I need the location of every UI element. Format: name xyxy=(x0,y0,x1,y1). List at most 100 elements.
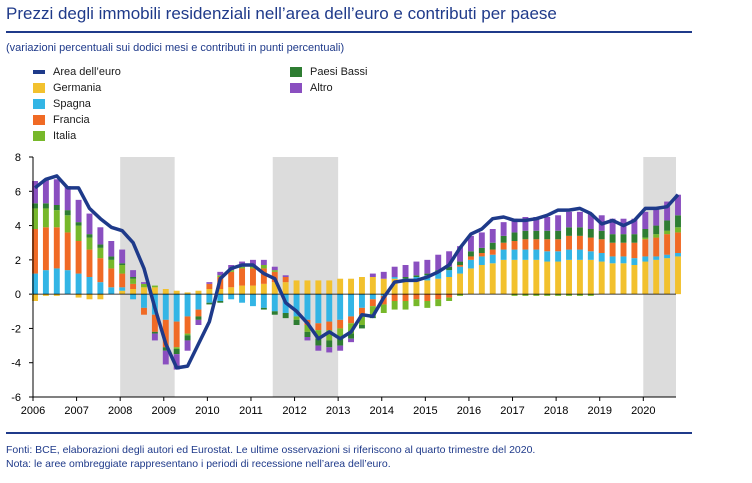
bar-francia xyxy=(337,319,344,329)
bar-francia xyxy=(64,232,71,271)
bar-spagna xyxy=(293,294,300,317)
bar-altro xyxy=(304,337,311,341)
bar-germania xyxy=(609,263,616,295)
x-tick-label: 2009 xyxy=(152,405,176,417)
bar-germania xyxy=(239,285,246,295)
bar-francia xyxy=(260,268,267,284)
bar-paesi-bassi xyxy=(184,335,191,341)
bar-italia xyxy=(228,270,235,272)
bar-altro xyxy=(348,338,355,343)
chart-subtitle: (variazioni percentuali sui dodici mesi … xyxy=(6,42,345,54)
bar-italia xyxy=(380,304,387,313)
bar-italia xyxy=(391,301,398,310)
bar-altro xyxy=(173,354,180,370)
bar-spagna xyxy=(446,270,453,277)
bar-spagna xyxy=(620,256,627,264)
bar-spagna xyxy=(598,253,605,262)
bar-paesi-bassi xyxy=(162,347,169,351)
bar-spagna xyxy=(162,294,169,320)
bar-germania xyxy=(119,290,126,295)
bar-francia xyxy=(173,321,180,348)
bar-italia xyxy=(304,325,311,332)
bar-altro xyxy=(500,222,507,236)
bar-germania xyxy=(500,259,507,295)
legend-label-francia: Francia xyxy=(53,114,90,126)
x-tick-label: 2007 xyxy=(64,405,88,417)
bar-italia xyxy=(369,306,376,317)
bar-altro xyxy=(587,213,594,229)
bar-germania xyxy=(369,277,376,295)
legend-item-paesi-bassi: Paesi Bassi xyxy=(290,66,367,78)
bar-altro xyxy=(413,261,420,276)
y-tick-label: -2 xyxy=(11,323,21,335)
bar-spagna xyxy=(489,254,496,264)
bar-italia xyxy=(566,294,572,296)
bar-spagna xyxy=(239,294,246,303)
bar-francia xyxy=(348,316,355,324)
bar-spagna xyxy=(32,273,38,295)
bar-spagna xyxy=(173,294,180,322)
bar-germania xyxy=(642,261,649,295)
x-tick-label: 2015 xyxy=(413,405,437,417)
bar-germania xyxy=(424,280,431,295)
legend-swatch-spagna xyxy=(33,99,45,109)
bar-italia xyxy=(293,316,300,320)
bar-germania xyxy=(380,278,387,295)
bar-francia xyxy=(435,294,442,300)
bar-francia xyxy=(522,239,529,250)
bar-paesi-bassi xyxy=(653,225,660,235)
legend-item-francia: Francia xyxy=(33,114,90,126)
bar-francia xyxy=(413,294,420,300)
bar-francia xyxy=(587,237,594,252)
legend-swatch-altro xyxy=(290,83,302,93)
bar-altro xyxy=(522,217,529,231)
bar-germania xyxy=(271,282,278,295)
bar-spagna xyxy=(217,294,224,301)
bar-francia xyxy=(609,242,616,257)
bar-germania xyxy=(467,268,474,295)
bar-altro xyxy=(675,194,681,216)
bar-spagna xyxy=(566,249,572,260)
bar-francia xyxy=(239,268,246,286)
bar-spagna xyxy=(457,266,463,274)
bar-paesi-bassi xyxy=(566,227,572,236)
y-tick-label: -4 xyxy=(11,358,21,370)
y-tick-label: 4 xyxy=(15,221,21,233)
bar-italia xyxy=(184,333,191,336)
bar-francia xyxy=(467,256,474,260)
legend-label-italia: Italia xyxy=(53,130,77,142)
bar-paesi-bassi xyxy=(664,220,671,231)
bar-italia xyxy=(315,330,322,339)
bar-spagna xyxy=(260,294,267,308)
bar-germania xyxy=(162,289,169,295)
bar-spagna xyxy=(544,251,551,262)
bar-spagna xyxy=(358,294,365,308)
bar-italia xyxy=(533,294,540,296)
bar-spagna xyxy=(675,253,681,257)
bar-francia xyxy=(141,307,147,315)
bar-francia xyxy=(511,241,518,250)
bar-spagna xyxy=(75,273,82,295)
bar-paesi-bassi xyxy=(86,234,93,238)
bar-germania xyxy=(97,294,104,300)
bar-francia xyxy=(86,249,93,277)
bar-francia xyxy=(402,294,409,301)
bar-francia xyxy=(250,268,256,286)
bar-paesi-bassi xyxy=(467,251,474,257)
bar-francia xyxy=(326,321,333,331)
bar-francia xyxy=(489,249,496,255)
bar-altro xyxy=(391,266,398,277)
bar-paesi-bassi xyxy=(457,261,463,265)
bar-germania xyxy=(184,292,191,295)
bar-altro xyxy=(576,211,583,228)
bar-francia xyxy=(162,319,169,348)
bar-spagna xyxy=(184,294,191,317)
bar-paesi-bassi xyxy=(478,247,485,253)
bar-germania xyxy=(435,278,442,295)
bar-paesi-bassi xyxy=(315,338,322,346)
bar-francia xyxy=(642,239,649,257)
bar-francia xyxy=(391,294,398,301)
recession-band-1 xyxy=(272,157,339,397)
bar-germania xyxy=(195,290,202,295)
bar-paesi-bassi xyxy=(53,205,60,211)
